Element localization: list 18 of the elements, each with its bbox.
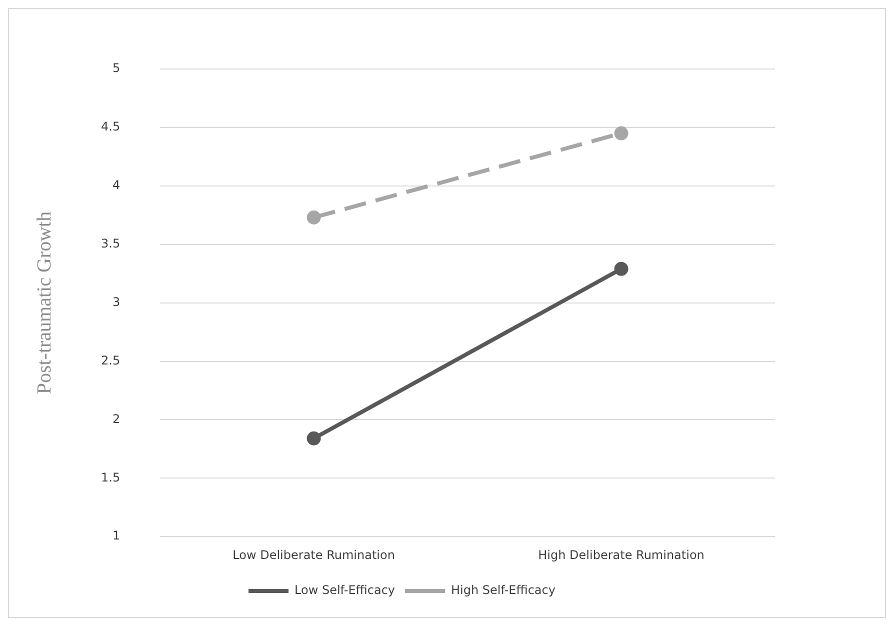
y-tick-label: 5 (112, 61, 120, 76)
x-tick-label: High Deliberate Rumination (538, 548, 704, 562)
legend-label: High Self-Efficacy (451, 583, 556, 598)
point (614, 126, 628, 140)
legend-label: Low Self-Efficacy (294, 583, 396, 598)
point (306, 431, 321, 446)
y-tick-label: 4 (112, 178, 120, 192)
x-tick-label: Low Deliberate Rumination (232, 548, 395, 562)
point (614, 262, 628, 276)
y-tick-label: 1.5 (100, 470, 120, 484)
point (306, 210, 321, 224)
y-axis-title: Post-traumatic Growth (33, 211, 56, 394)
y-tick-label: 3.5 (100, 236, 120, 250)
y-tick-label: 4.5 (100, 120, 120, 134)
y-tick-label: 3 (112, 294, 120, 309)
y-tick-label: 1 (112, 528, 120, 543)
y-tick-label: 2.5 (100, 353, 120, 368)
y-tick-label: 2 (112, 412, 120, 426)
